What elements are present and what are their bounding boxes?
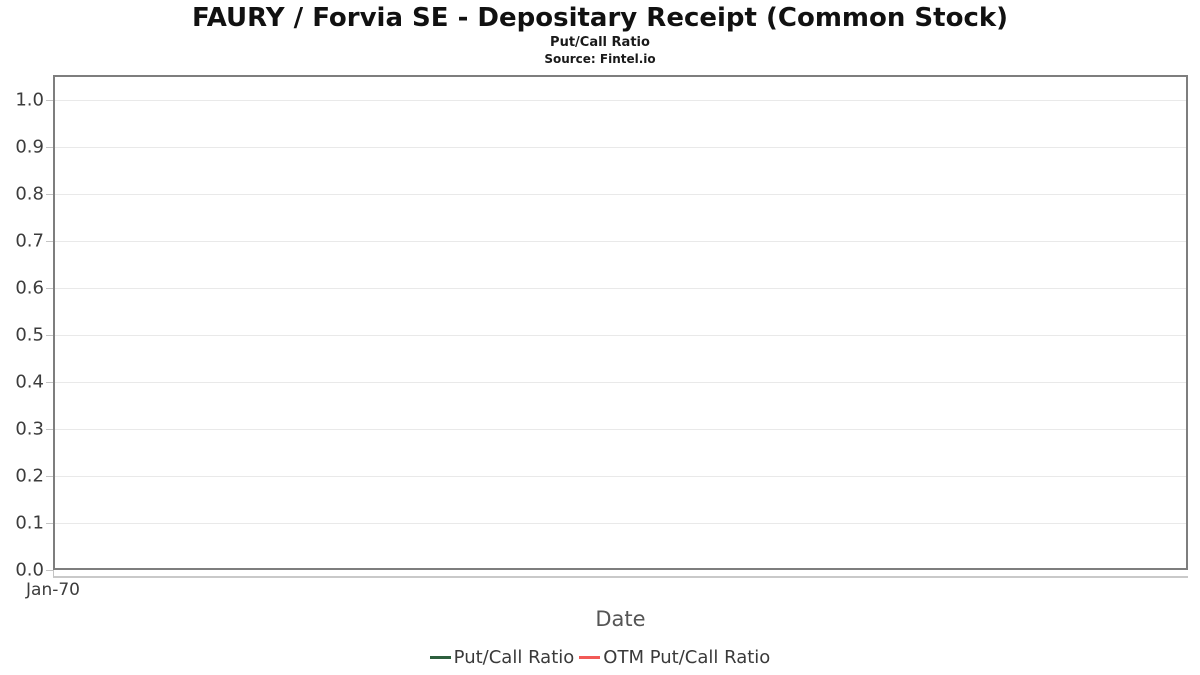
y-tick-mark-0.1 xyxy=(46,523,53,524)
y-tick-mark-0.2 xyxy=(46,476,53,477)
gridline-y-0.8 xyxy=(55,194,1186,195)
gridline-y-0.4 xyxy=(55,382,1186,383)
y-tick-mark-0.3 xyxy=(46,429,53,430)
gridline-y-0.1 xyxy=(55,523,1186,524)
y-tick-label-0.8: 0.8 xyxy=(15,183,44,205)
y-tick-mark-0.7 xyxy=(46,241,53,242)
chart-source: Source: Fintel.io xyxy=(544,52,656,66)
legend-item-0: Put/Call Ratio xyxy=(429,647,575,668)
legend-item-1: OTM Put/Call Ratio xyxy=(579,647,770,668)
gridline-y-0.2 xyxy=(55,476,1186,477)
y-tick-label-0.9: 0.9 xyxy=(15,136,44,158)
y-tick-label-0.6: 0.6 xyxy=(15,277,44,299)
chart-subtitle: Put/Call Ratio xyxy=(550,35,650,50)
y-tick-mark-0.4 xyxy=(46,382,53,383)
y-tick-mark-0.5 xyxy=(46,335,53,336)
gridline-y-0.3 xyxy=(55,429,1186,430)
y-tick-mark-0.8 xyxy=(46,194,53,195)
gridline-y-1.0 xyxy=(55,100,1186,101)
y-tick-label-0.1: 0.1 xyxy=(15,512,44,534)
legend-swatch-icon xyxy=(579,656,601,659)
gridline-y-0.6 xyxy=(55,288,1186,289)
y-tick-mark-0.0 xyxy=(46,570,53,571)
y-tick-label-1.0: 1.0 xyxy=(15,89,44,111)
y-tick-label-0.2: 0.2 xyxy=(15,465,44,487)
y-tick-mark-0.6 xyxy=(46,288,53,289)
gridline-y-0.9 xyxy=(55,147,1186,148)
x-axis-baseline xyxy=(53,576,1188,578)
x-tick-label: Jan-70 xyxy=(26,580,80,600)
y-tick-label-0.4: 0.4 xyxy=(15,371,44,393)
legend-swatch-icon xyxy=(429,656,451,659)
gridline-y-0.5 xyxy=(55,335,1186,336)
y-tick-label-0.7: 0.7 xyxy=(15,230,44,252)
legend-label: Put/Call Ratio xyxy=(453,647,575,668)
gridline-y-0.7 xyxy=(55,241,1186,242)
plot-area xyxy=(53,75,1188,570)
x-axis-label: Date xyxy=(595,607,646,631)
y-axis: 0.0 0.1 0.2 0.3 0.4 0.5 0.6 0.7 0.8 0.9 1.0 xyxy=(0,75,44,581)
y-tick-label-0.0: 0.0 xyxy=(15,559,44,581)
legend: Put/Call Ratio OTM Put/Call Ratio xyxy=(0,647,1200,668)
chart-title: FAURY / Forvia SE - Depositary Receipt (… xyxy=(191,3,1009,33)
y-tick-label-0.5: 0.5 xyxy=(15,324,44,346)
y-tick-mark-1.0 xyxy=(46,100,53,101)
x-tick-mark xyxy=(53,570,54,577)
legend-label: OTM Put/Call Ratio xyxy=(603,647,771,668)
y-tick-mark-0.9 xyxy=(46,147,53,148)
y-tick-label-0.3: 0.3 xyxy=(15,418,44,440)
